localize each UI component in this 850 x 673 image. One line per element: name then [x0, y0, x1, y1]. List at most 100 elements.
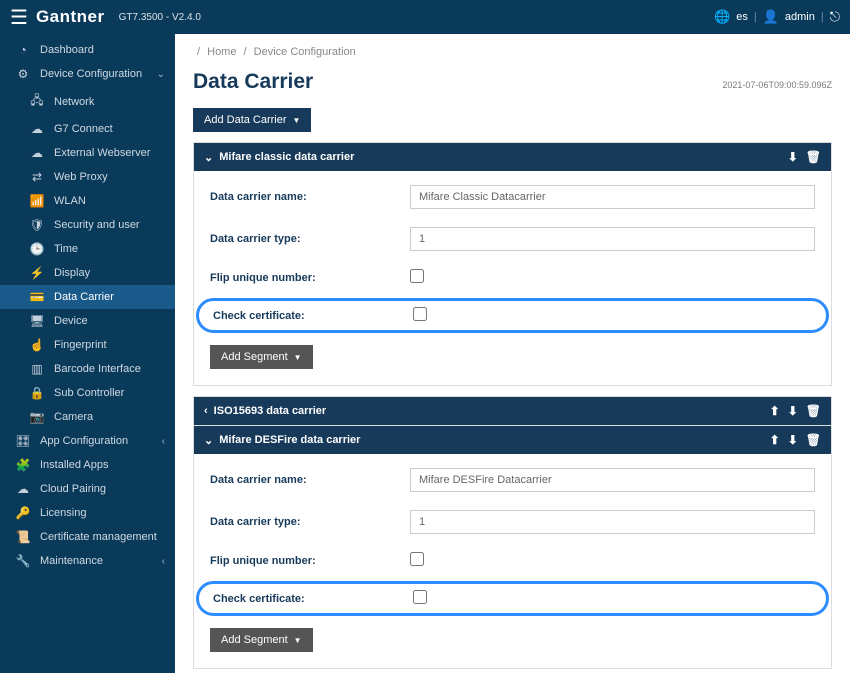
trash-icon[interactable]: 🗑 — [806, 433, 821, 447]
sidebar-item-network[interactable]: 🖧Network — [0, 86, 175, 117]
topbar: ☰ Gantner GT7.3500 - V2.4.0 🌐 es | 👤 adm… — [0, 0, 850, 34]
sidebar-item-licensing[interactable]: 🔑Licensing — [0, 501, 175, 525]
breadcrumb-page[interactable]: Device Configuration — [254, 46, 356, 58]
brand-logo: Gantner — [36, 7, 105, 27]
logout-icon[interactable]: ⎋ — [830, 9, 840, 25]
input-carrier-name-desfire[interactable] — [410, 468, 815, 492]
label-carrier-name: Data carrier name: — [210, 191, 410, 203]
sidebar-item-wlan[interactable]: 📶WLAN — [0, 189, 175, 213]
network-icon: 🖧 — [28, 91, 46, 112]
sidebar-item-camera[interactable]: 📷Camera — [0, 405, 175, 429]
sidebar-item-g7connect[interactable]: ☁G7 Connect — [0, 117, 175, 141]
add-segment-button-desfire[interactable]: Add Segment▼ — [210, 628, 313, 652]
panel-mifare-classic: ⌄ Mifare classic data carrier ⬇ 🗑 Data c… — [193, 142, 832, 386]
sidebar-item-cloud-pairing[interactable]: ☁Cloud Pairing — [0, 477, 175, 501]
checkbox-check-cert-classic[interactable] — [413, 307, 427, 321]
input-carrier-type-desfire[interactable] — [410, 510, 815, 534]
trash-icon[interactable]: 🗑 — [806, 404, 821, 418]
camera-icon: 📷 — [28, 410, 46, 424]
input-carrier-name-classic[interactable] — [410, 185, 815, 209]
checkbox-check-cert-desfire[interactable] — [413, 590, 427, 604]
chevron-left-icon: ‹ — [204, 405, 208, 417]
chevron-left-icon: ‹ — [162, 556, 165, 567]
chevron-down-icon: ⌄ — [204, 151, 213, 164]
sidebar: ◔ Dashboard ⚙ Device Configuration ⌄ 🖧Ne… — [0, 34, 175, 673]
caret-down-icon: ▼ — [294, 636, 302, 645]
checkbox-flip-desfire[interactable] — [410, 552, 424, 566]
sliders-icon: 🎛 — [14, 434, 32, 448]
puzzle-icon: 🧩 — [14, 458, 32, 472]
move-down-icon[interactable]: ⬇ — [788, 404, 798, 418]
sidebar-item-barcode[interactable]: ▥Barcode Interface — [0, 357, 175, 381]
cloud-icon: ☁ — [28, 146, 46, 160]
chevron-down-icon: ⌄ — [204, 434, 213, 447]
card-icon: 💳 — [28, 290, 46, 304]
highlight-check-certificate-desfire: Check certificate: — [196, 581, 829, 616]
breadcrumb: / Home / Device Configuration — [193, 44, 832, 70]
exchange-icon: ⇄ — [28, 170, 46, 184]
username-label[interactable]: admin — [785, 11, 815, 23]
label-check-cert: Check certificate: — [213, 310, 413, 322]
sidebar-item-sub-controller[interactable]: 🔒Sub Controller — [0, 381, 175, 405]
label-flip: Flip unique number: — [210, 272, 410, 284]
language-label[interactable]: es — [736, 11, 748, 23]
sidebar-item-time[interactable]: 🕒Time — [0, 237, 175, 261]
checkbox-flip-classic[interactable] — [410, 269, 424, 283]
wifi-icon: 📶 — [28, 194, 46, 208]
cloud-icon: ☁ — [28, 122, 46, 136]
certificate-icon: 📜 — [14, 530, 32, 544]
sidebar-item-fingerprint[interactable]: ☝Fingerprint — [0, 333, 175, 357]
sidebar-item-security[interactable]: 🛡Security and user — [0, 213, 175, 237]
move-down-icon[interactable]: ⬇ — [788, 433, 798, 447]
product-version: GT7.3500 - V2.4.0 — [119, 12, 201, 23]
page-title: Data Carrier — [193, 70, 313, 94]
gear-icon: ⚙ — [14, 67, 32, 81]
add-data-carrier-button[interactable]: Add Data Carrier▼ — [193, 108, 311, 132]
sidebar-item-app-config[interactable]: 🎛App Configuration‹ — [0, 429, 175, 453]
sidebar-item-web-proxy[interactable]: ⇄Web Proxy — [0, 165, 175, 189]
sidebar-item-certificate[interactable]: 📜Certificate management — [0, 525, 175, 549]
label-check-cert: Check certificate: — [213, 593, 413, 605]
caret-down-icon: ▼ — [294, 353, 302, 362]
main-content: / Home / Device Configuration Data Carri… — [175, 34, 850, 673]
label-carrier-name: Data carrier name: — [210, 474, 410, 486]
bolt-icon: ⚡ — [28, 266, 46, 280]
panel-iso15693: ‹ ISO15693 data carrier ⬆ ⬇ 🗑 — [193, 396, 832, 426]
menu-toggle-icon[interactable]: ☰ — [10, 5, 28, 30]
label-carrier-type: Data carrier type: — [210, 516, 410, 528]
chevron-left-icon: ‹ — [162, 436, 165, 447]
shield-icon: 🛡 — [28, 218, 46, 232]
sidebar-item-external-webserver[interactable]: ☁External Webserver — [0, 141, 175, 165]
barcode-icon: ▥ — [28, 362, 46, 376]
clock-icon: 🕒 — [28, 242, 46, 256]
sidebar-item-installed-apps[interactable]: 🧩Installed Apps — [0, 453, 175, 477]
sidebar-item-device-config[interactable]: ⚙ Device Configuration ⌄ — [0, 62, 175, 86]
panel-desfire: ⌄ Mifare DESFire data carrier ⬆ ⬇ 🗑 Data… — [193, 426, 832, 669]
breadcrumb-home[interactable]: Home — [207, 46, 236, 58]
move-up-icon[interactable]: ⬆ — [770, 404, 780, 418]
fingerprint-icon: ☝ — [28, 338, 46, 352]
cloud-icon: ☁ — [14, 482, 32, 496]
user-icon[interactable]: 👤 — [763, 9, 779, 25]
lock-icon: 🔒 — [28, 386, 46, 400]
sidebar-item-device[interactable]: 🖥Device — [0, 309, 175, 333]
key-icon: 🔑 — [14, 506, 32, 520]
globe-icon[interactable]: 🌐 — [714, 9, 730, 25]
move-down-icon[interactable]: ⬇ — [788, 150, 798, 164]
gauge-icon: ◔ — [14, 43, 32, 57]
label-flip: Flip unique number: — [210, 555, 410, 567]
monitor-icon: 🖥 — [28, 314, 46, 328]
sidebar-item-data-carrier[interactable]: 💳Data Carrier — [0, 285, 175, 309]
panel-header-desfire[interactable]: ⌄ Mifare DESFire data carrier ⬆ ⬇ 🗑 — [194, 426, 831, 454]
panel-header-iso15693[interactable]: ‹ ISO15693 data carrier ⬆ ⬇ 🗑 — [194, 397, 831, 425]
sidebar-item-dashboard[interactable]: ◔ Dashboard — [0, 38, 175, 62]
input-carrier-type-classic[interactable] — [410, 227, 815, 251]
move-up-icon[interactable]: ⬆ — [770, 433, 780, 447]
chevron-down-icon: ⌄ — [157, 69, 165, 80]
sidebar-item-display[interactable]: ⚡Display — [0, 261, 175, 285]
highlight-check-certificate-classic: Check certificate: — [196, 298, 829, 333]
panel-header-mifare-classic[interactable]: ⌄ Mifare classic data carrier ⬇ 🗑 — [194, 143, 831, 171]
sidebar-item-maintenance[interactable]: 🔧Maintenance‹ — [0, 549, 175, 573]
trash-icon[interactable]: 🗑 — [806, 150, 821, 164]
add-segment-button-classic[interactable]: Add Segment▼ — [210, 345, 313, 369]
